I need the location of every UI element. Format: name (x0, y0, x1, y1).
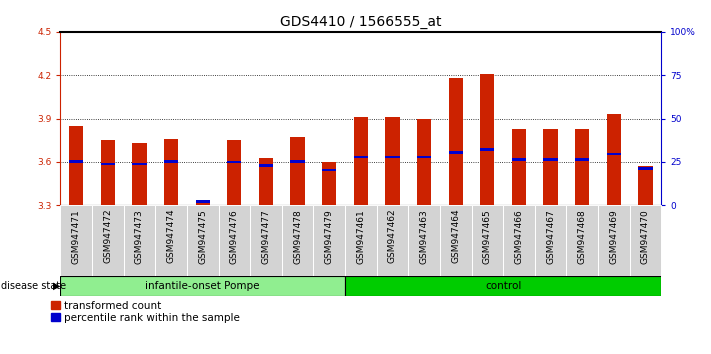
FancyBboxPatch shape (250, 205, 282, 276)
Bar (606, 153, 621, 155)
Bar (196, 200, 210, 203)
Text: GSM947472: GSM947472 (103, 209, 112, 263)
Bar (606, 114, 621, 205)
Bar (512, 159, 526, 161)
FancyBboxPatch shape (377, 205, 408, 276)
Text: GSM947468: GSM947468 (577, 209, 587, 264)
FancyBboxPatch shape (598, 205, 630, 276)
Text: control: control (485, 281, 521, 291)
FancyBboxPatch shape (535, 205, 567, 276)
Text: GSM947476: GSM947476 (230, 209, 239, 264)
Bar (164, 139, 178, 205)
Bar (385, 117, 400, 205)
Bar (259, 158, 273, 205)
Bar (259, 164, 273, 167)
Bar (638, 167, 653, 170)
Bar (228, 140, 242, 205)
Bar (543, 129, 557, 205)
Text: GSM947479: GSM947479 (325, 209, 333, 264)
Bar (449, 151, 463, 154)
Bar (101, 140, 115, 205)
Text: GSM947463: GSM947463 (419, 209, 429, 264)
FancyBboxPatch shape (630, 205, 661, 276)
FancyBboxPatch shape (503, 205, 535, 276)
FancyBboxPatch shape (471, 205, 503, 276)
Text: ▶: ▶ (53, 281, 60, 291)
Text: GSM947478: GSM947478 (293, 209, 302, 264)
FancyBboxPatch shape (155, 205, 187, 276)
Bar (196, 202, 210, 205)
Bar (543, 159, 557, 161)
Text: infantile-onset Pompe: infantile-onset Pompe (146, 281, 260, 291)
Legend: transformed count, percentile rank within the sample: transformed count, percentile rank withi… (51, 301, 240, 323)
Text: GSM947473: GSM947473 (135, 209, 144, 264)
Text: GSM947469: GSM947469 (609, 209, 619, 264)
Bar (480, 148, 494, 151)
Bar (322, 162, 336, 205)
Text: GSM947470: GSM947470 (641, 209, 650, 264)
FancyBboxPatch shape (345, 205, 377, 276)
FancyBboxPatch shape (345, 276, 661, 296)
FancyBboxPatch shape (567, 205, 598, 276)
Bar (417, 119, 431, 205)
FancyBboxPatch shape (282, 205, 314, 276)
Bar (449, 78, 463, 205)
Bar (291, 137, 305, 205)
Bar (480, 74, 494, 205)
FancyBboxPatch shape (60, 276, 345, 296)
Text: GSM947466: GSM947466 (515, 209, 523, 264)
Bar (575, 159, 589, 161)
Bar (512, 129, 526, 205)
Text: GSM947474: GSM947474 (166, 209, 176, 263)
Title: GDS4410 / 1566555_at: GDS4410 / 1566555_at (280, 16, 442, 29)
FancyBboxPatch shape (218, 205, 250, 276)
Text: disease state: disease state (1, 281, 66, 291)
Bar (575, 129, 589, 205)
Text: GSM947475: GSM947475 (198, 209, 207, 264)
Bar (417, 156, 431, 158)
Bar (132, 143, 146, 205)
Bar (385, 156, 400, 158)
Bar (101, 163, 115, 165)
FancyBboxPatch shape (60, 205, 92, 276)
Bar (353, 117, 368, 205)
FancyBboxPatch shape (124, 205, 155, 276)
Text: GSM947462: GSM947462 (388, 209, 397, 263)
FancyBboxPatch shape (92, 205, 124, 276)
FancyBboxPatch shape (440, 205, 471, 276)
Text: GSM947467: GSM947467 (546, 209, 555, 264)
Bar (228, 161, 242, 163)
FancyBboxPatch shape (314, 205, 345, 276)
Bar (69, 126, 83, 205)
Bar (291, 160, 305, 162)
FancyBboxPatch shape (408, 205, 440, 276)
Bar (322, 169, 336, 171)
Bar (638, 166, 653, 205)
Bar (353, 156, 368, 158)
Bar (69, 160, 83, 162)
FancyBboxPatch shape (187, 205, 218, 276)
Bar (164, 160, 178, 162)
Text: GSM947461: GSM947461 (356, 209, 365, 264)
Text: GSM947471: GSM947471 (72, 209, 81, 264)
Text: GSM947477: GSM947477 (262, 209, 270, 264)
Text: GSM947464: GSM947464 (451, 209, 460, 263)
Bar (132, 163, 146, 165)
Text: GSM947465: GSM947465 (483, 209, 492, 264)
